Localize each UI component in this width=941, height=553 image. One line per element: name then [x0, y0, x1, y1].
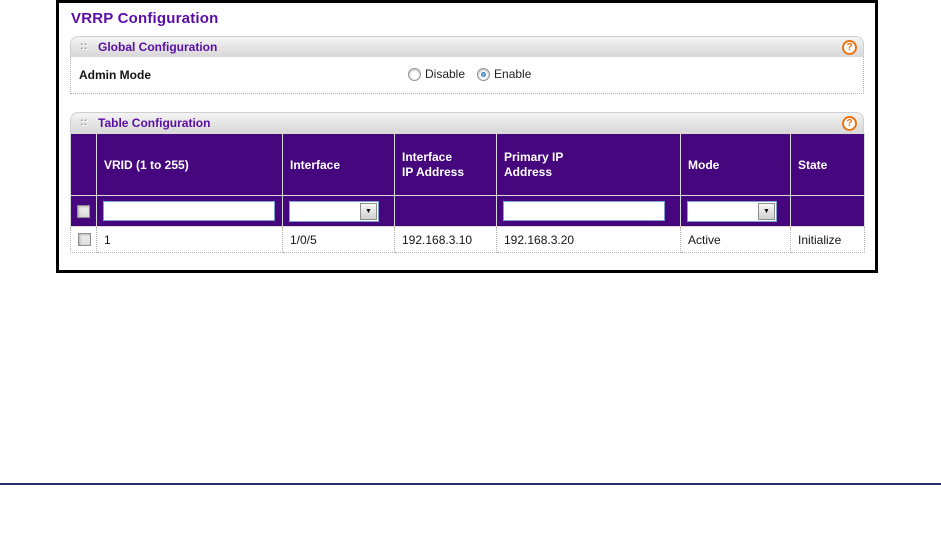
admin-mode-radio-group: Disable Enable: [408, 67, 539, 81]
page-title: VRRP Configuration: [71, 10, 219, 27]
column-header-primary-ip: Primary IP Address: [496, 133, 681, 196]
column-header-state: State: [790, 133, 865, 196]
section-handle-icon: ::: [80, 40, 88, 52]
vrrp-table: VRID (1 to 255) Interface Interface IP A…: [70, 133, 865, 253]
select-all-checkbox[interactable]: [77, 204, 90, 218]
section-handle-icon: ::: [80, 116, 88, 128]
admin-mode-disable-radio[interactable]: [408, 67, 421, 81]
column-header-interface-ip: Interface IP Address: [394, 133, 497, 196]
column-header-interface-label: Interface: [290, 157, 341, 172]
help-icon[interactable]: ?: [842, 40, 857, 55]
column-header-interface-ip-label: Interface IP Address: [402, 149, 465, 179]
filter-state-cell: [790, 195, 865, 227]
admin-mode-enable-label[interactable]: Enable: [494, 67, 532, 81]
column-header-state-label: State: [798, 157, 828, 172]
row-checkbox[interactable]: [78, 233, 91, 246]
column-header-mode: Mode: [680, 133, 791, 196]
page-divider: [0, 483, 941, 485]
cell-primary-ip: 192.168.3.20: [496, 226, 681, 253]
cell-interface: 1/0/5: [282, 226, 395, 253]
column-header-vrid: VRID (1 to 255): [96, 133, 283, 196]
cell-vrid: 1: [96, 226, 283, 253]
table-row: 1 1/0/5 192.168.3.10 192.168.3.20 Active…: [70, 226, 865, 253]
chevron-down-glyph: ▼: [365, 207, 372, 215]
admin-mode-label: Admin Mode: [79, 68, 151, 82]
admin-mode-disable-label[interactable]: Disable: [425, 67, 466, 81]
column-header-select: [70, 133, 97, 196]
section-gap: [70, 94, 864, 112]
vrid-input[interactable]: [103, 201, 275, 221]
global-configuration-title: Global Configuration: [98, 40, 218, 54]
interface-select[interactable]: ▼: [289, 200, 379, 222]
vrrp-configuration-panel: VRRP Configuration :: Global Configurati…: [56, 0, 878, 273]
primary-ip-input[interactable]: [503, 201, 665, 221]
admin-mode-row: Admin Mode Disable Enable: [70, 57, 864, 94]
chevron-down-icon[interactable]: ▼: [758, 202, 775, 220]
admin-mode-enable-radio[interactable]: [477, 67, 491, 81]
chevron-down-glyph: ▼: [763, 207, 770, 215]
table-header-row: VRID (1 to 255) Interface Interface IP A…: [70, 133, 865, 196]
column-header-interface: Interface: [282, 133, 395, 196]
cell-mode: Active: [680, 226, 791, 253]
mode-select[interactable]: ▼: [687, 200, 777, 222]
column-header-mode-label: Mode: [688, 157, 720, 172]
table-filter-row: ▼ ▼: [70, 195, 865, 227]
chevron-down-icon[interactable]: ▼: [360, 202, 377, 220]
table-configuration-title: Table Configuration: [98, 116, 211, 130]
column-header-vrid-label: VRID (1 to 255): [104, 157, 189, 172]
table-configuration-header: :: Table Configuration ?: [70, 112, 864, 133]
global-configuration-header: :: Global Configuration ?: [70, 36, 864, 57]
cell-interface-ip: 192.168.3.10: [394, 226, 497, 253]
help-icon[interactable]: ?: [842, 116, 857, 131]
cell-state: Initialize: [790, 226, 865, 253]
column-header-primary-ip-label: Primary IP Address: [504, 149, 564, 179]
filter-interface-ip-cell: [394, 195, 497, 227]
